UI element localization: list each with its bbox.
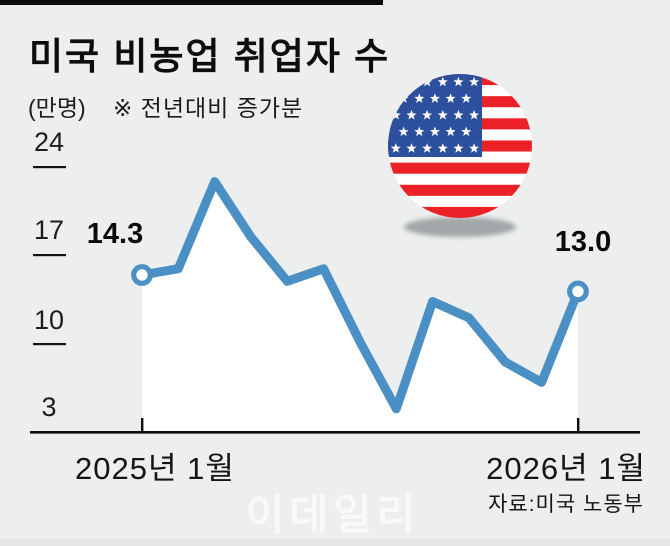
x-axis-label-first: 2025년 1월 <box>75 451 235 486</box>
area-under-line <box>142 181 578 432</box>
y-tick-dash <box>33 166 66 169</box>
y-axis-label: 24 <box>33 127 65 157</box>
data-label-last: 13.0 <box>554 226 612 258</box>
bottom-edge-strip <box>0 538 670 546</box>
x-axis-label-last: 2026년 1월 <box>486 451 646 486</box>
page-title: 미국 비농업 취업자 수 <box>29 36 391 77</box>
x-tick-last <box>577 418 580 432</box>
y-tick-dash <box>33 254 66 257</box>
edaily-watermark-logo: 이데일리 <box>245 491 421 538</box>
y-axis-ticks <box>33 166 66 346</box>
y-axis-label: 10 <box>33 305 65 335</box>
y-axis-label: 17 <box>33 215 65 245</box>
x-tick-first <box>141 418 144 432</box>
data-point-last <box>567 280 589 303</box>
axis-unit-label: (만명) <box>28 95 86 121</box>
y-tick-dash <box>33 343 66 346</box>
data-point-first <box>131 264 153 286</box>
source-credit: 자료:미국 노동부 <box>488 493 644 516</box>
data-line <box>137 177 583 414</box>
flag-shadow <box>404 217 516 237</box>
x-axis-line <box>30 431 640 434</box>
y-axis-label: 3 <box>41 392 57 422</box>
chart-note: ※ 전년대비 증가분 <box>113 95 304 121</box>
top-accent-bar <box>0 0 383 5</box>
data-label-first: 14.3 <box>86 218 144 250</box>
us-flag-icon <box>388 74 532 218</box>
